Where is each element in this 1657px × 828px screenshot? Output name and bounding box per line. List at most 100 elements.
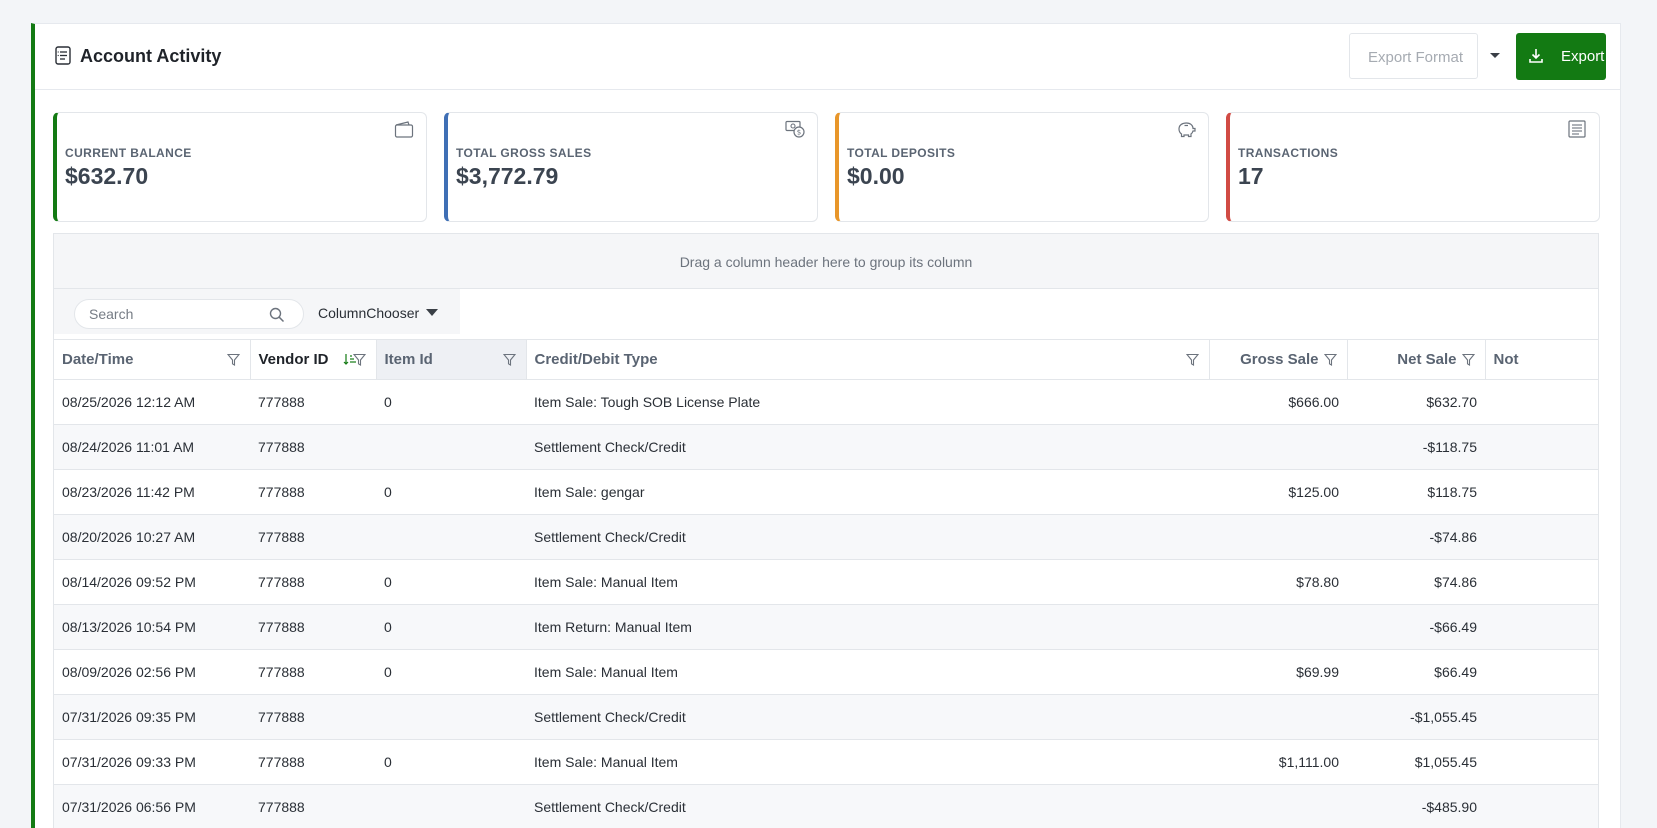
cell-notes: [1485, 694, 1598, 740]
cell-date-time: 08/14/2026 09:52 PM: [54, 559, 250, 605]
table-row[interactable]: 08/14/2026 09:52 PM 777888 0 Item Sale: …: [54, 559, 1598, 605]
cell-vendor-id: 777888: [250, 424, 376, 470]
export-button[interactable]: Export: [1516, 33, 1606, 80]
cell-type: Settlement Check/Credit: [526, 784, 1209, 828]
cell-type: Item Sale: Manual Item: [526, 559, 1209, 605]
search-box[interactable]: [74, 299, 304, 329]
activity-table: Date/Time Vendor ID Item Id: [54, 339, 1598, 828]
transactions-card: TRANSACTIONS 17: [1226, 112, 1600, 222]
cell-vendor-id: 777888: [250, 784, 376, 828]
cell-gross-sale: $69.99: [1209, 649, 1347, 695]
cell-date-time: 07/31/2026 09:33 PM: [54, 739, 250, 785]
column-header-vendor-id[interactable]: Vendor ID: [250, 339, 377, 380]
cell-vendor-id: 777888: [250, 469, 376, 515]
filter-icon[interactable]: [502, 353, 516, 366]
svg-text:$: $: [797, 129, 801, 137]
money-icon: $: [785, 120, 805, 138]
cell-item-id: 0: [376, 739, 526, 785]
export-button-label: Export: [1561, 48, 1605, 65]
column-header-item-id[interactable]: Item Id: [376, 339, 527, 380]
cell-date-time: 08/20/2026 10:27 AM: [54, 514, 250, 560]
search-icon[interactable]: [269, 307, 285, 323]
column-header-notes[interactable]: Not: [1485, 339, 1598, 380]
grid-toolbar: ColumnChooser: [54, 289, 460, 334]
table-row[interactable]: 07/31/2026 09:35 PM 777888 Settlement Ch…: [54, 694, 1598, 740]
filter-icon[interactable]: [352, 353, 366, 366]
cell-gross-sale: $1,111.00: [1209, 739, 1347, 785]
chevron-down-icon[interactable]: [1490, 53, 1500, 58]
table-row[interactable]: 08/25/2026 12:12 AM 777888 0 Item Sale: …: [54, 379, 1598, 425]
cell-type: Item Sale: gengar: [526, 469, 1209, 515]
cell-type: Item Sale: Manual Item: [526, 739, 1209, 785]
cell-net-sale: $1,055.45: [1347, 739, 1485, 785]
sort-ascending-icon[interactable]: [343, 353, 357, 365]
table-row[interactable]: 07/31/2026 09:33 PM 777888 0 Item Sale: …: [54, 739, 1598, 785]
cell-net-sale: -$485.90: [1347, 784, 1485, 828]
table-row[interactable]: 08/13/2026 10:54 PM 777888 0 Item Return…: [54, 604, 1598, 650]
cell-item-id: [376, 694, 526, 740]
cell-vendor-id: 777888: [250, 559, 376, 605]
column-header-gross-sale[interactable]: Gross Sale: [1209, 339, 1348, 380]
cell-vendor-id: 777888: [250, 694, 376, 740]
export-format-select[interactable]: Export Format: [1349, 33, 1478, 79]
cell-net-sale: $632.70: [1347, 379, 1485, 425]
cell-notes: [1485, 604, 1598, 650]
total-gross-sales-card: TOTAL GROSS SALES $3,772.79 $: [444, 112, 818, 222]
cell-gross-sale: $666.00: [1209, 379, 1347, 425]
card-value: 17: [1238, 163, 1264, 189]
table-row[interactable]: 07/31/2026 06:56 PM 777888 Settlement Ch…: [54, 784, 1598, 828]
cell-date-time: 08/25/2026 12:12 AM: [54, 379, 250, 425]
card-label: TRANSACTIONS: [1238, 146, 1339, 160]
cell-type: Settlement Check/Credit: [526, 424, 1209, 470]
filter-icon[interactable]: [1461, 353, 1475, 366]
cell-type: Settlement Check/Credit: [526, 694, 1209, 740]
cell-notes: [1485, 649, 1598, 695]
total-deposits-card: TOTAL DEPOSITS $0.00: [835, 112, 1209, 222]
cell-date-time: 08/13/2026 10:54 PM: [54, 604, 250, 650]
download-icon: [1529, 49, 1543, 63]
cell-net-sale: $74.86: [1347, 559, 1485, 605]
cell-net-sale: -$1,055.45: [1347, 694, 1485, 740]
cell-item-id: [376, 784, 526, 828]
piggy-bank-icon: [1178, 122, 1196, 138]
column-header-credit-debit-type[interactable]: Credit/Debit Type: [526, 339, 1210, 380]
caret-down-icon: [426, 309, 439, 316]
cell-gross-sale: $125.00: [1209, 469, 1347, 515]
cell-date-time: 07/31/2026 09:35 PM: [54, 694, 250, 740]
panel-header: Account Activity Export Format Export: [35, 24, 1620, 90]
cell-net-sale: $118.75: [1347, 469, 1485, 515]
card-value: $3,772.79: [456, 163, 559, 189]
column-chooser-button[interactable]: ColumnChooser: [318, 305, 439, 321]
cell-date-time: 08/23/2026 11:42 PM: [54, 469, 250, 515]
cell-net-sale: $66.49: [1347, 649, 1485, 695]
cell-item-id: 0: [376, 469, 526, 515]
cell-item-id: [376, 514, 526, 560]
table-row[interactable]: 08/23/2026 11:42 PM 777888 0 Item Sale: …: [54, 469, 1598, 515]
table-row[interactable]: 08/09/2026 02:56 PM 777888 0 Item Sale: …: [54, 649, 1598, 695]
table-row[interactable]: 08/20/2026 10:27 AM 777888 Settlement Ch…: [54, 514, 1598, 560]
cell-vendor-id: 777888: [250, 514, 376, 560]
cell-gross-sale: [1209, 694, 1347, 740]
cell-item-id: [376, 424, 526, 470]
filter-icon[interactable]: [226, 353, 240, 366]
cell-notes: [1485, 424, 1598, 470]
cell-type: Settlement Check/Credit: [526, 514, 1209, 560]
column-header-date-time[interactable]: Date/Time: [54, 339, 251, 380]
activity-grid: Drag a column header here to group its c…: [53, 233, 1599, 828]
cell-gross-sale: [1209, 514, 1347, 560]
cell-gross-sale: [1209, 784, 1347, 828]
wallet-icon: [394, 121, 414, 138]
group-panel[interactable]: Drag a column header here to group its c…: [54, 234, 1598, 289]
column-header-net-sale[interactable]: Net Sale: [1347, 339, 1486, 380]
list-icon: [1568, 120, 1586, 138]
cell-gross-sale: $78.80: [1209, 559, 1347, 605]
cell-type: Item Return: Manual Item: [526, 604, 1209, 650]
cell-vendor-id: 777888: [250, 649, 376, 695]
filter-icon[interactable]: [1185, 353, 1199, 366]
cell-type: Item Sale: Manual Item: [526, 649, 1209, 695]
filter-icon[interactable]: [1323, 353, 1337, 366]
document-list-icon: [55, 46, 71, 65]
search-input[interactable]: [89, 306, 259, 322]
card-value: $632.70: [65, 163, 149, 189]
table-row[interactable]: 08/24/2026 11:01 AM 777888 Settlement Ch…: [54, 424, 1598, 470]
